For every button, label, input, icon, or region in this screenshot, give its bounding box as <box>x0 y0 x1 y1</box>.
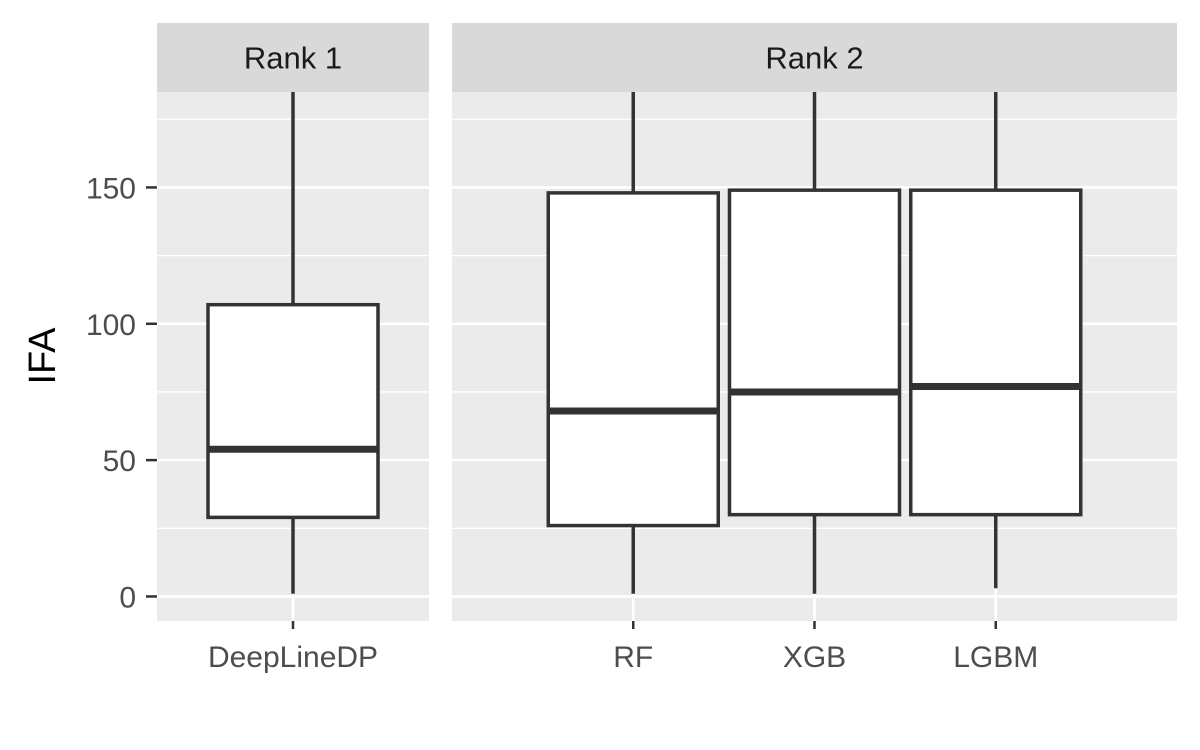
y-tick-label: 100 <box>86 309 136 342</box>
box-rect-lgbm <box>909 188 1083 517</box>
box-rect-xgb <box>727 188 902 517</box>
strip-rank-2 <box>452 23 1177 92</box>
box-deeplinedp <box>206 92 380 594</box>
x-tick-label-xgb: XGB <box>783 641 846 674</box>
x-tick-label-rf: RF <box>613 641 653 674</box>
panel-rank-2: Rank 2 RF XGB LGBM <box>452 23 1177 674</box>
box-rect-deeplinedp <box>206 302 380 520</box>
box-lgbm <box>909 92 1083 589</box>
panel-rank-1: Rank 1 DeepLineDP <box>157 23 429 674</box>
strip-label-rank-2: Rank 2 <box>765 41 863 76</box>
box-rect-rf <box>546 191 720 528</box>
y-tick-label: 150 <box>86 172 136 205</box>
strip-rank-1 <box>157 23 429 92</box>
y-tick-label: 0 <box>119 581 136 614</box>
x-tick-label-lgbm: LGBM <box>953 641 1038 674</box>
strip-label-rank-1: Rank 1 <box>244 41 342 76</box>
box-xgb <box>727 92 902 594</box>
y-axis: 0 50 100 150 <box>86 172 157 614</box>
y-axis-label: IFA <box>22 327 64 385</box>
box-rf <box>546 92 720 594</box>
x-tick-label-deeplinedp: DeepLineDP <box>208 641 378 674</box>
panels-layer: Rank 1 DeepLineDP Rank 2 RF XGB LGBM <box>157 23 1177 674</box>
y-tick-label: 50 <box>103 445 136 478</box>
